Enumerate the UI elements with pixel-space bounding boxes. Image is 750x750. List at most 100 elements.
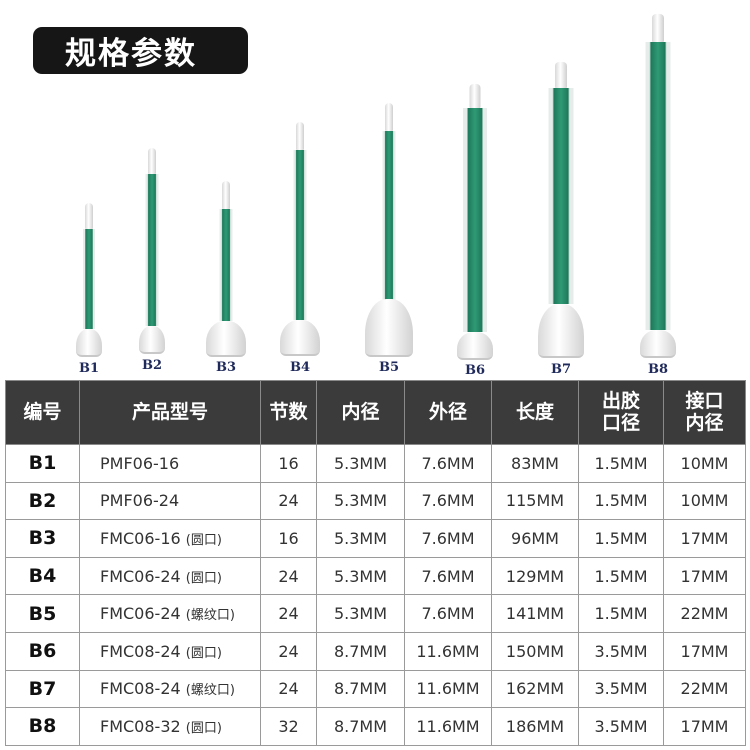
cell-inner-diameter: 5.3MM [316,519,405,558]
cell-code: B4 [5,556,80,596]
cell-model: FMC08-32 (圆口) [79,707,261,746]
model-number: FMC06-16 [100,528,181,548]
cell-outer-diameter: 11.6MM [404,707,492,746]
cell-inner-diameter: 8.7MM [316,669,405,709]
nozzle-b7: B7 [536,62,586,380]
nozzle-tube [145,174,159,326]
cell-length: 162MM [491,669,579,709]
nozzle-base [365,299,413,357]
table-row: B2 PMF06-24 24 5.3MM 7.6MM 115MM 1.5MM 10MM [5,481,746,521]
nozzle-base [139,326,165,354]
cell-outlet-diameter: 3.5MM [578,669,664,709]
cell-model: FMC06-16 (圆口) [79,519,261,558]
nozzle-tube [83,229,95,329]
cell-sections: 24 [260,556,317,596]
header-sections: 节数 [260,380,317,445]
model-number: FMC08-32 [100,716,181,736]
cell-length: 141MM [491,594,579,633]
cell-outer-diameter: 7.6MM [404,594,492,633]
cell-code: B5 [5,594,80,633]
nozzle-b6: B6 [455,84,495,379]
header-model: 产品型号 [79,380,261,445]
model-suffix: (螺纹口) [185,608,235,624]
cell-length: 115MM [491,481,579,521]
nozzle-label: B7 [550,362,572,377]
cell-outlet-diameter: 1.5MM [578,444,664,483]
cell-outer-diameter: 7.6MM [404,519,492,558]
cell-sections: 24 [260,594,317,633]
cell-code: B8 [5,707,80,746]
header-code: 编号 [5,380,80,445]
table-row: B1 PMF06-16 16 5.3MM 7.6MM 83MM 1.5MM 10MM [5,444,746,483]
cell-outlet-diameter: 1.5MM [578,519,664,558]
model-suffix: (圆口) [185,720,222,736]
header-inner-diameter: 内径 [316,380,405,445]
cell-inner-diameter: 5.3MM [316,481,405,521]
nozzle-label: B8 [647,362,669,377]
nozzle-tube [293,150,307,320]
nozzle-tube [463,108,487,332]
nozzle-base [76,329,102,357]
page-title: 规格参数 [33,27,248,74]
cell-outer-diameter: 11.6MM [404,669,492,709]
nozzle-tip [652,14,664,42]
cell-code: B1 [5,444,80,483]
cell-outer-diameter: 7.6MM [404,556,492,596]
nozzle-label: B5 [378,360,400,375]
cell-model: FMC06-24 (圆口) [79,556,261,596]
cell-length: 83MM [491,444,579,483]
nozzle-base [457,332,493,360]
cell-port-diameter: 17MM [663,556,746,596]
nozzle-b8: B8 [636,14,680,380]
cell-inner-diameter: 8.7MM [316,631,405,671]
product-lineup: B1 B2 B3 B4 B5 B6 B7 [76,14,680,380]
cell-outlet-diameter: 1.5MM [578,594,664,633]
model-suffix: (螺纹口) [185,683,235,699]
cell-code: B7 [5,669,80,709]
cell-sections: 24 [260,631,317,671]
header-port-diameter: 接口内径 [663,380,746,445]
model-number: PMF06-24 [100,491,180,511]
nozzle-base [640,330,676,358]
cell-inner-diameter: 5.3MM [316,556,405,596]
nozzle-b5: B5 [362,103,416,376]
nozzle-base [538,304,584,358]
cell-length: 96MM [491,519,579,558]
nozzle-tube [382,131,396,301]
cell-outlet-diameter: 3.5MM [578,707,664,746]
cell-code: B2 [5,481,80,521]
cell-outer-diameter: 7.6MM [404,481,492,521]
cell-port-diameter: 22MM [663,669,746,709]
cell-port-diameter: 17MM [663,519,746,558]
header-length: 长度 [491,380,579,445]
model-suffix: (圆口) [185,645,222,661]
cell-inner-diameter: 8.7MM [316,707,405,746]
cell-model: FMC08-24 (圆口) [79,631,261,671]
nozzle-label: B6 [464,363,486,378]
cell-outer-diameter: 7.6MM [404,444,492,483]
nozzle-label: B4 [289,360,311,375]
model-number: FMC08-24 [100,679,181,699]
model-number: FMC06-24 [100,566,181,586]
nozzle-tip [296,122,304,150]
cell-model: PMF06-16 [79,444,261,483]
header-outer-diameter: 外径 [404,380,492,445]
table-row: B4 FMC06-24 (圆口) 24 5.3MM 7.6MM 129MM 1.5MM 17M… [5,556,746,596]
cell-code: B3 [5,519,80,558]
cell-length: 150MM [491,631,579,671]
cell-outlet-diameter: 3.5MM [578,631,664,671]
nozzle-tip [555,62,567,88]
table-row: B8 FMC08-32 (圆口) 32 8.7MM 11.6MM 186MM 3.5MM 17… [5,707,746,746]
table-row: B5 FMC06-24 (螺纹口) 24 5.3MM 7.6MM 141MM 1.5MM 22… [5,594,746,633]
nozzle-b2: B2 [136,148,168,373]
table-header-row: 编号 产品型号 节数 内径 外径 长度 出胶口径 接口内径 [5,380,746,445]
model-number: FMC06-24 [100,604,181,624]
cell-port-diameter: 10MM [663,444,746,483]
nozzle-label: B2 [141,358,163,373]
cell-length: 129MM [491,556,579,596]
model-number: PMF06-16 [100,453,180,473]
cell-outlet-diameter: 1.5MM [578,556,664,596]
nozzle-b3: B3 [204,181,248,375]
cell-port-diameter: 17MM [663,707,746,746]
cell-port-diameter: 17MM [663,631,746,671]
